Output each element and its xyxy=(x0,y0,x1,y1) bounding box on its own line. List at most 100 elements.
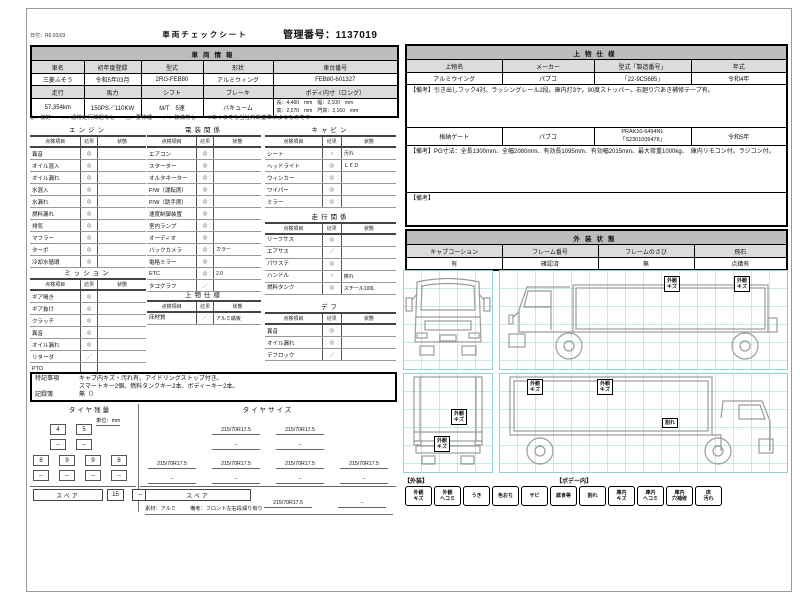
check-item: オイル漏れ xyxy=(30,338,81,351)
bs-header: メーカー xyxy=(501,59,595,73)
tire-size-value: -- xyxy=(212,476,260,484)
checklist-title: エンジン xyxy=(69,127,107,134)
bs-header: 上物名 xyxy=(405,59,503,73)
tire-unit-label: 単位：mm xyxy=(96,418,121,426)
check-result: ◎ xyxy=(196,219,214,232)
check-state xyxy=(97,195,146,208)
vi-header: 馬力 xyxy=(83,85,142,99)
exterior-section-label: 【外装】 xyxy=(404,479,429,485)
checklist-driving: 走行関係 点検項目 結果 状態 リーフサス ◎ エアサス ／ パワステ ◎ ハン… xyxy=(265,211,396,295)
col-header-item: 点検項目 xyxy=(147,300,197,313)
tire-remain-value: -- xyxy=(59,470,75,481)
check-result: ◎ xyxy=(80,243,99,256)
check-state xyxy=(213,171,261,184)
es-header: フレーム番号 xyxy=(501,244,599,258)
check-item: ギア抜け xyxy=(30,302,81,315)
check-item: 速度制御装置 xyxy=(147,207,197,220)
vi-header: 形状 xyxy=(202,60,274,74)
check-state xyxy=(341,171,396,184)
check-state xyxy=(341,336,396,349)
col-header-result: 結果 xyxy=(80,135,99,148)
check-row: 速度制御装置 ◎ xyxy=(147,207,261,220)
check-row: オーディオ ◎ xyxy=(147,231,261,244)
tire-remain-value: -- xyxy=(85,470,101,481)
check-result: ◎ xyxy=(80,195,99,208)
check-row: パワステ ◎ xyxy=(265,258,396,271)
vi-header: 型式 xyxy=(140,60,204,74)
check-result: ◎ xyxy=(196,255,214,268)
front-view-diagram xyxy=(403,270,493,370)
check-item: 異音 xyxy=(30,326,81,339)
col-header-item: 点検項目 xyxy=(30,278,81,291)
check-state xyxy=(213,183,261,196)
rear-view-diagram xyxy=(403,373,493,473)
check-result: ◎ xyxy=(321,324,342,337)
check-result: ／ xyxy=(196,279,214,292)
check-state xyxy=(213,207,261,220)
checklist-diff: デフ 点検項目 結果 状態 異音 ◎ オイル漏れ ◎ デフロック ／ xyxy=(265,301,396,361)
tire-remain-value: 8 xyxy=(33,455,49,466)
check-item: 異音 xyxy=(30,147,81,160)
check-item: パワステ xyxy=(265,258,323,271)
tire-size-separator xyxy=(140,486,396,487)
check-result: ◎ xyxy=(80,231,99,244)
tire-size-front-row2: -- -- xyxy=(140,433,396,451)
record-book-label: 記録簿 xyxy=(35,391,54,398)
col-header-result: 結果 xyxy=(196,300,214,313)
checklist-title: 走行関係 xyxy=(311,214,350,221)
check-result: ◎ xyxy=(196,267,214,280)
check-row: オイル漏れ ◎ xyxy=(30,338,146,351)
tire-size-value xyxy=(340,445,388,446)
tire-size-rear-row: 215/70R17.5 215/70R17.5 215/70R17.5 215/70R… xyxy=(140,452,396,470)
check-row: 電格ミラー ◎ xyxy=(147,255,261,268)
check-result: ◎ xyxy=(196,171,214,184)
damage-legend-box: 床汚れ xyxy=(695,486,722,506)
vi-value-brake: バキューム xyxy=(202,98,274,118)
page-border xyxy=(26,8,792,592)
check-state xyxy=(213,231,261,244)
check-result: ○ xyxy=(321,147,342,160)
check-row: リーフサス ◎ xyxy=(265,234,396,247)
check-state: 擦れ xyxy=(341,270,396,283)
check-result: ◎ xyxy=(80,314,99,327)
checklist-mission: ミッション 点検項目 結果 状態 ギア鳴き ◎ ギア抜け ◎ クラッチ ◎ 異音… xyxy=(30,267,146,375)
tire-size-rear-row2: -- -- -- -- xyxy=(140,467,396,485)
check-item: リターダ xyxy=(30,350,81,363)
check-state xyxy=(97,171,146,184)
check-state xyxy=(213,147,261,160)
check-row: P/W（助手席） ◎ xyxy=(147,195,261,208)
check-row: シート ○ 汚れ xyxy=(265,147,396,160)
check-row: 排気 ◎ xyxy=(30,219,146,232)
check-row: スターター ◎ xyxy=(147,159,261,172)
damage-label-body-2: 外観 キズ xyxy=(597,379,614,395)
bs-row1-name: アルミウイング xyxy=(405,72,503,85)
es-value-frame-no: 確認済 xyxy=(501,257,599,271)
checklist-electrical: 電装関係 点検項目 結果 状態 エアコン ◎ スターター ◎ オルタネーター ◎… xyxy=(147,124,261,292)
check-item: デフロック xyxy=(265,348,323,361)
special-notes-text: キャブ内キズ・汚れ有。アイドリングストップ付き。 スマートキー2個、燃料タンクキ… xyxy=(79,376,239,390)
check-row: オイル混入 ◎ xyxy=(30,159,146,172)
check-item: マフラー xyxy=(30,231,81,244)
damage-legend-box: うき xyxy=(463,486,490,506)
check-state xyxy=(97,350,146,363)
spare-remain-value: 15 xyxy=(107,489,124,501)
es-header: フレームのさび xyxy=(597,244,695,258)
damage-label-side-2: 外観 キズ xyxy=(734,276,751,292)
es-value-cab-caution: 有 xyxy=(405,257,503,271)
check-result: ◎ xyxy=(80,171,99,184)
check-state xyxy=(341,324,396,337)
check-item: 燃料タンク xyxy=(265,282,323,295)
check-item: 床材質 xyxy=(147,312,197,325)
check-state xyxy=(341,348,396,361)
check-state: ＬＥＤ xyxy=(341,159,396,172)
result-legend: ◎：良好 ○：通常走行問題なし △：要修理 ／：装備無し ※あくまでも当社判断基… xyxy=(30,115,311,121)
tire-size-value: -- xyxy=(276,476,324,484)
check-row: エアコン ◎ xyxy=(147,147,261,160)
check-row: 水漏れ ◎ xyxy=(30,195,146,208)
check-item: オルタネーター xyxy=(147,171,197,184)
check-state: 2.0 xyxy=(213,267,261,280)
tire-remain-value: 4 xyxy=(50,424,66,435)
check-result: ◎ xyxy=(80,183,99,196)
tire-size-value: 215/70R17.5 xyxy=(340,461,388,469)
